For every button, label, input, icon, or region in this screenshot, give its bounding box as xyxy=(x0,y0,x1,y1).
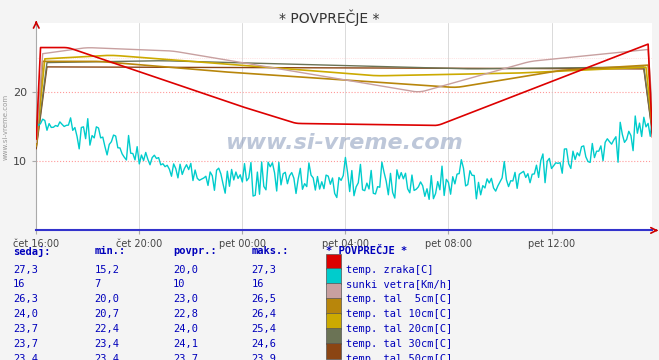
Text: temp. tal 10cm[C]: temp. tal 10cm[C] xyxy=(346,309,452,319)
Text: 23,4: 23,4 xyxy=(13,354,38,360)
Text: 23,0: 23,0 xyxy=(173,294,198,304)
Text: 15,2: 15,2 xyxy=(95,265,120,275)
Text: 26,4: 26,4 xyxy=(251,309,276,319)
Text: * POVPREČJE *: * POVPREČJE * xyxy=(326,246,407,256)
Text: 24,0: 24,0 xyxy=(173,324,198,334)
Text: 24,1: 24,1 xyxy=(173,339,198,349)
Text: min.:: min.: xyxy=(95,246,126,256)
Text: 23,7: 23,7 xyxy=(13,339,38,349)
Text: 20,0: 20,0 xyxy=(173,265,198,275)
Text: www.si-vreme.com: www.si-vreme.com xyxy=(225,134,463,153)
Text: sedaj:: sedaj: xyxy=(13,246,51,257)
Text: 23,9: 23,9 xyxy=(251,354,276,360)
Text: 16: 16 xyxy=(251,279,264,289)
Bar xyxy=(326,269,341,284)
Text: 26,3: 26,3 xyxy=(13,294,38,304)
Text: temp. tal 30cm[C]: temp. tal 30cm[C] xyxy=(346,339,452,349)
Text: sunki vetra[Km/h]: sunki vetra[Km/h] xyxy=(346,279,452,289)
Text: 20,7: 20,7 xyxy=(95,309,120,319)
Text: 23,4: 23,4 xyxy=(95,339,120,349)
Bar xyxy=(326,298,341,314)
Text: 20,0: 20,0 xyxy=(95,294,120,304)
Text: 16: 16 xyxy=(13,279,26,289)
Text: 27,3: 27,3 xyxy=(251,265,276,275)
Text: 23,4: 23,4 xyxy=(95,354,120,360)
Text: 22,4: 22,4 xyxy=(95,324,120,334)
Text: * POVPREČJE *: * POVPREČJE * xyxy=(279,9,380,26)
Text: temp. tal 20cm[C]: temp. tal 20cm[C] xyxy=(346,324,452,334)
Bar xyxy=(326,283,341,299)
Text: 26,5: 26,5 xyxy=(251,294,276,304)
Text: povpr.:: povpr.: xyxy=(173,246,217,256)
Bar xyxy=(326,343,341,359)
Text: 7: 7 xyxy=(95,279,101,289)
Text: 10: 10 xyxy=(173,279,185,289)
Bar xyxy=(326,313,341,329)
Text: 23,7: 23,7 xyxy=(173,354,198,360)
Text: 24,0: 24,0 xyxy=(13,309,38,319)
Text: 22,8: 22,8 xyxy=(173,309,198,319)
Text: 23,7: 23,7 xyxy=(13,324,38,334)
Text: www.si-vreme.com: www.si-vreme.com xyxy=(3,94,9,160)
Text: 27,3: 27,3 xyxy=(13,265,38,275)
Text: 24,6: 24,6 xyxy=(251,339,276,349)
Text: maks.:: maks.: xyxy=(251,246,289,256)
Text: 25,4: 25,4 xyxy=(251,324,276,334)
Text: temp. zraka[C]: temp. zraka[C] xyxy=(346,265,434,275)
Bar xyxy=(326,328,341,344)
Text: temp. tal 50cm[C]: temp. tal 50cm[C] xyxy=(346,354,452,360)
Bar xyxy=(326,253,341,269)
Text: temp. tal  5cm[C]: temp. tal 5cm[C] xyxy=(346,294,452,304)
